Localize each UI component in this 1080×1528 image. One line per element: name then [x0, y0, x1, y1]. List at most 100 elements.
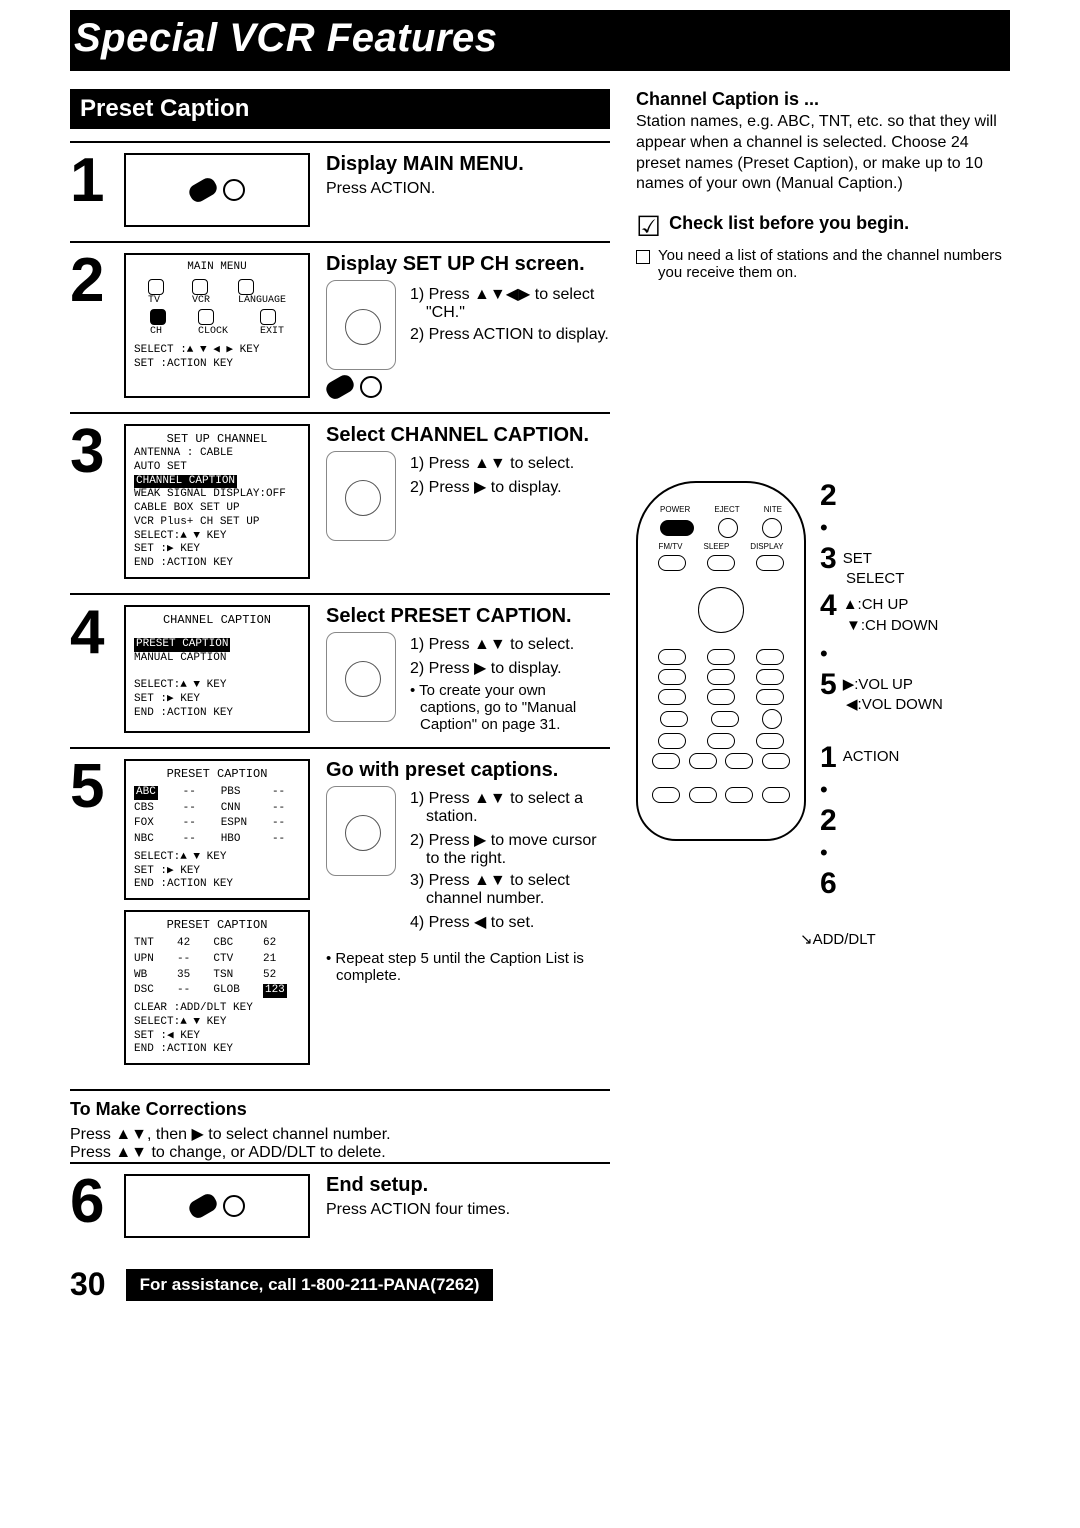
dpad-diagram — [326, 632, 396, 722]
osd-foot: SET :ACTION KEY — [134, 358, 300, 372]
legend-label: 6 — [820, 869, 837, 899]
remote-key — [756, 689, 784, 705]
remote-key — [707, 689, 735, 705]
remote-button — [658, 555, 686, 571]
step-substep: 2) Press ▶ to move cursor to the right. — [410, 830, 610, 868]
step-substep: 2) Press ▶ to display. — [410, 658, 610, 678]
legend-label: ADD/DLT — [813, 931, 876, 948]
osd-screen-preset-a: PRESET CAPTION ABC--PBS-- CBS--CNN-- FOX… — [124, 759, 310, 900]
step-substep: 3) Press ▲▼ to select channel number. — [410, 872, 610, 908]
osd-item: CH — [150, 326, 162, 337]
step-head: Display MAIN MENU. — [326, 153, 610, 176]
step-num: 1 — [70, 153, 114, 227]
power-button — [660, 520, 694, 536]
osd-line: AUTO SET — [134, 461, 300, 475]
osd-screen — [124, 153, 310, 227]
corrections-line: Press ▲▼ to change, or ADD/DLT to delete… — [70, 1144, 610, 1162]
remote-legend: 2 • 3 SET SELECT 4 ▲:CH UP ▼:CH DOWN • 5… — [820, 481, 943, 951]
osd-cell: GLOB — [213, 984, 253, 998]
adddlt-button — [762, 709, 782, 729]
osd-cell: CBC — [213, 937, 253, 951]
osd-item: LANGUAGE — [238, 295, 286, 306]
legend-label: 2 — [820, 806, 837, 836]
osd-cell: WB — [134, 969, 167, 983]
osd-item: TV — [148, 295, 160, 306]
cc-body: Station names, e.g. ABC, TNT, etc. so th… — [636, 112, 1010, 195]
section-header: Preset Caption — [70, 89, 610, 129]
remote-key — [756, 669, 784, 685]
left-column: Preset Caption 1 Display MAIN MENU. Pres… — [70, 89, 610, 1303]
osd-cell: HBO — [221, 833, 262, 847]
step-sub: Press ACTION. — [326, 180, 610, 198]
action-icon — [189, 1195, 245, 1217]
osd-cell: -- — [183, 817, 211, 831]
osd-cell: CBS — [134, 802, 173, 816]
remote-key — [658, 649, 686, 665]
remote-transport — [725, 753, 753, 769]
action-icon — [326, 376, 610, 398]
osd-cell: -- — [183, 802, 211, 816]
step-head: Display SET UP CH screen. — [326, 253, 610, 276]
dpad-diagram — [326, 451, 396, 541]
osd-line: CABLE BOX SET UP — [134, 502, 300, 516]
osd-foot: SELECT:▲ ▼ KEY — [134, 1016, 300, 1030]
osd-foot: END :ACTION KEY — [134, 878, 300, 892]
step-num: 4 — [70, 605, 114, 733]
tv-icon — [148, 279, 164, 295]
osd-line-hl: CHANNEL CAPTION — [134, 475, 237, 489]
remote-label: POWER — [660, 505, 690, 514]
right-column: Channel Caption is ... Station names, e.… — [636, 89, 1010, 1303]
page-number: 30 — [70, 1266, 106, 1303]
remote-key — [658, 669, 686, 685]
remote-bottom — [725, 787, 753, 803]
legend-label: ◀:VOL DOWN — [846, 694, 943, 717]
osd-foot: SELECT:▲ ▼ KEY — [134, 679, 300, 693]
remote-bottom — [762, 787, 790, 803]
osd-screen-chcaption: CHANNEL CAPTION PRESET CAPTION MANUAL CA… — [124, 605, 310, 733]
remote-dpad — [666, 575, 776, 645]
nite-button — [762, 518, 782, 538]
osd-cell: DSC — [134, 984, 167, 998]
legend-label: ▼:CH DOWN — [846, 615, 938, 638]
osd-title: CHANNEL CAPTION — [134, 613, 300, 628]
remote-label: SLEEP — [704, 542, 730, 551]
step-substep: 1) Press ▲▼◀▶ to select "CH." — [410, 284, 610, 322]
osd-cell: UPN — [134, 953, 167, 967]
checklist-item: You need a list of stations and the chan… — [658, 247, 1010, 281]
osd-cell: TSN — [213, 969, 253, 983]
remote-transport — [658, 733, 686, 749]
legend-label: ACTION — [843, 746, 900, 769]
osd-foot: SET :▶ KEY — [134, 693, 300, 707]
step-note: • To create your own captions, go to "Ma… — [410, 682, 610, 733]
osd-foot: SET :▶ KEY — [134, 865, 300, 879]
remote-bottom — [652, 787, 680, 803]
checklist-title: Check list before you begin. — [669, 213, 909, 234]
remote-diagram: POWEREJECTNITE FM/TVSLEEPDISPLAY — [636, 481, 806, 841]
remote-label: NITE — [764, 505, 782, 514]
osd-cell: -- — [272, 786, 300, 800]
ch-icon — [150, 309, 166, 325]
osd-title: SET UP CHANNEL — [134, 432, 300, 447]
step-substep: 1) Press ▲▼ to select. — [410, 636, 610, 654]
checkmark-icon: ☑ — [636, 213, 661, 241]
step-5: 5 PRESET CAPTION ABC--PBS-- CBS--CNN-- F… — [70, 747, 610, 1079]
clock-icon — [198, 309, 214, 325]
osd-cell: -- — [183, 786, 211, 800]
step-num: 2 — [70, 253, 114, 398]
remote-key — [756, 649, 784, 665]
step-note: • Repeat step 5 until the Caption List i… — [326, 950, 610, 984]
osd-foot: SELECT:▲ ▼ KEY — [134, 851, 300, 865]
remote-button — [756, 555, 784, 571]
assist-banner: For assistance, call 1-800-211-PANA(7262… — [126, 1269, 494, 1301]
osd-title: PRESET CAPTION — [134, 767, 300, 782]
osd-title: MAIN MENU — [134, 261, 300, 275]
osd-line-hl: PRESET CAPTION — [134, 638, 230, 652]
osd-cell: NBC — [134, 833, 173, 847]
osd-foot: SET :◀ KEY — [134, 1030, 300, 1044]
remote-key — [707, 669, 735, 685]
action-icon — [189, 179, 245, 201]
remote-key — [707, 649, 735, 665]
step-num: 6 — [70, 1174, 114, 1238]
osd-screen — [124, 1174, 310, 1238]
osd-cell: CTV — [213, 953, 253, 967]
